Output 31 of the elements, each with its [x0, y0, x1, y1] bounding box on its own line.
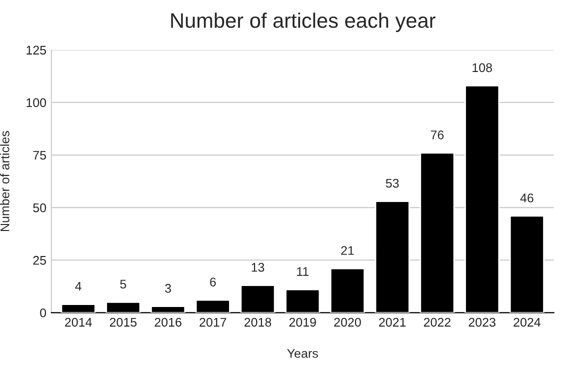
data-label: 108 [472, 63, 492, 72]
chart-title: Number of articles each year [171, 12, 436, 32]
x-tick-label: 2014 [65, 318, 92, 327]
x-tick-label: 2023 [468, 318, 496, 327]
x-tick-label: 2022 [424, 318, 450, 327]
data-label: 46 [520, 194, 534, 202]
x-tick-label: 2024 [514, 318, 540, 327]
y-tick-label: 125 [26, 46, 46, 55]
data-label: 6 [210, 278, 216, 286]
data-label: 76 [430, 130, 444, 140]
x-tick-label: 2021 [379, 318, 406, 327]
x-axis-title: Years [287, 349, 318, 358]
x-tick-label: 2017 [200, 318, 226, 327]
y-tick-label: 50 [33, 203, 46, 212]
x-tick-label: 2015 [110, 318, 137, 327]
y-tick-label: 75 [33, 150, 46, 160]
data-label: 13 [252, 262, 264, 272]
x-tick-label: 2019 [289, 318, 316, 327]
data-label: 21 [341, 246, 354, 255]
x-tick-label: 2016 [154, 318, 182, 327]
y-tick-label: 0 [40, 308, 46, 318]
data-label: 5 [120, 280, 126, 289]
y-axis-title: Number of articles [0, 131, 10, 231]
y-tick-label: 100 [26, 98, 46, 108]
data-label: 4 [75, 282, 82, 291]
data-label: 11 [297, 267, 309, 276]
data-label: 3 [165, 284, 171, 293]
x-tick-label: 2018 [244, 318, 272, 327]
y-tick-label: 25 [33, 256, 46, 265]
x-tick-label: 2020 [334, 318, 361, 327]
data-label: 53 [386, 178, 399, 188]
